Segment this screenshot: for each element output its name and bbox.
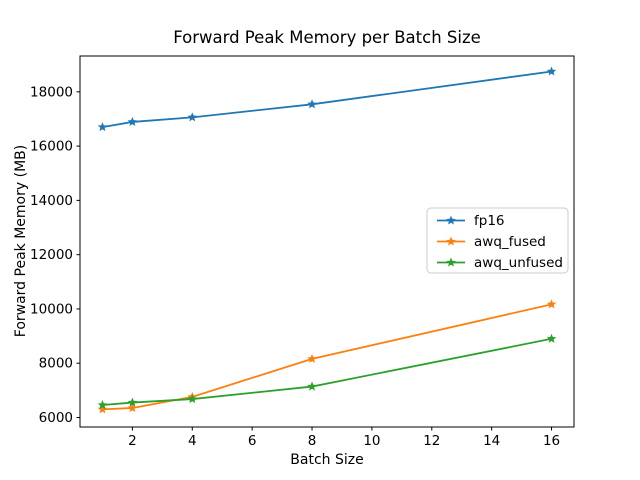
x-tick-label: 12 — [423, 433, 440, 449]
x-tick-label: 6 — [248, 433, 257, 449]
y-tick-label: 16000 — [30, 139, 73, 155]
y-tick-label: 14000 — [30, 193, 73, 209]
x-axis: 2 4 6 8 10 12 14 16 — [128, 427, 560, 449]
axes-spines — [79, 55, 575, 428]
marker-star-awq_fused — [127, 403, 138, 413]
legend-label-fp16: fp16 — [474, 213, 505, 229]
legend-sample-marker — [446, 236, 456, 246]
series-awq_fused — [97, 299, 557, 414]
marker-star-awq_unfused — [546, 333, 557, 343]
legend-label-awq_unfused: awq_unfused — [474, 255, 563, 271]
marker-star-awq_unfused — [127, 397, 138, 407]
marker-star-fp16 — [546, 66, 557, 76]
x-tick-label: 16 — [543, 433, 560, 449]
marker-star-awq_unfused — [187, 394, 198, 404]
marker-star-fp16 — [187, 112, 198, 122]
marker-star-awq_fused — [546, 299, 557, 309]
series-line-awq_fused — [102, 303, 552, 411]
x-axis-label: Batch Size — [290, 452, 364, 468]
legend-sample-marker — [446, 215, 456, 225]
legend-box — [426, 207, 569, 274]
marker-star-awq_fused — [307, 353, 317, 363]
x-tick-label: 2 — [128, 433, 137, 449]
series-line-awq_unfused — [102, 337, 552, 406]
legend-sample-marker — [446, 257, 456, 267]
y-tick-label: 10000 — [30, 301, 73, 317]
x-tick-label: 10 — [363, 433, 380, 449]
x-tick-label: 4 — [188, 433, 197, 449]
y-tick-label: 8000 — [39, 356, 73, 372]
x-tick-label: 14 — [483, 433, 500, 449]
y-tick-label: 6000 — [39, 410, 73, 426]
marker-star-awq_unfused — [307, 381, 317, 391]
marker-star-fp16 — [97, 122, 108, 132]
marker-star-fp16 — [127, 116, 138, 126]
marker-star-awq_fused — [97, 404, 108, 414]
marker-star-awq_unfused — [97, 400, 108, 410]
series-line-fp16 — [102, 70, 552, 128]
marker-star-fp16 — [307, 99, 317, 109]
series-fp16 — [97, 66, 557, 132]
y-tick-label: 18000 — [30, 84, 73, 100]
legend-label-awq_fused: awq_fused — [474, 234, 546, 250]
y-axis: 6000 8000 10000 12000 14000 16000 18000 — [30, 84, 80, 426]
chart-title: Forward Peak Memory per Batch Size — [173, 28, 481, 47]
legend: fp16 awq_fused awq_unfused — [426, 207, 569, 274]
x-tick-label: 8 — [308, 433, 317, 449]
series-awq_unfused — [97, 333, 557, 410]
y-tick-label: 12000 — [30, 247, 73, 263]
